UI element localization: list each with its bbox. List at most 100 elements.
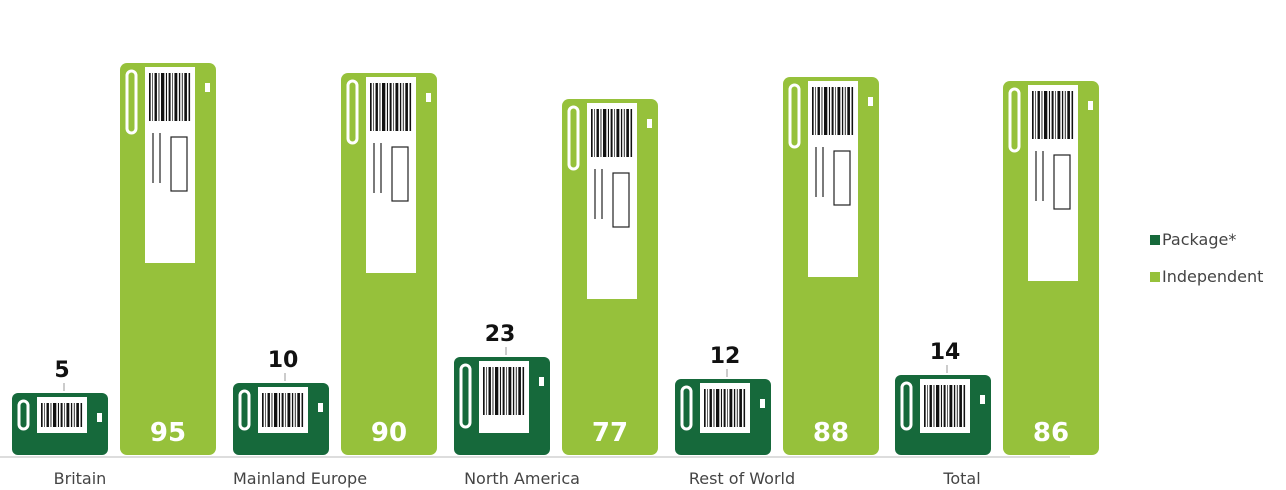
- bar-package-total-barcode-stripe: [929, 385, 932, 427]
- bar-independent-total-barcode-stripe: [1067, 91, 1070, 139]
- bar-independent-mainland-europe-barcode-stripe: [375, 83, 378, 131]
- bar-package-britain-barcode-stripe: [60, 403, 63, 427]
- bar-independent-britain-barcode-stripe: [174, 73, 178, 121]
- x-axis-labels: Britain Mainland Europe North America Re…: [54, 469, 981, 488]
- bar-package-britain-barcode-stripe: [57, 403, 60, 427]
- bar-independent-britain: [120, 63, 216, 455]
- bar-independent-total-barcode-stripe: [1035, 91, 1036, 139]
- bar-package-rest-of-world-barcode-stripe: [733, 389, 736, 427]
- x-label-total: Total: [942, 469, 980, 488]
- bar-independent-total-barcode-stripe: [1061, 91, 1064, 139]
- bar-package-rest-of-world-notch: [760, 399, 765, 408]
- bar-independent-britain-barcode-stripe: [154, 73, 157, 121]
- bar-independent-mainland-europe-fill: [366, 275, 416, 455]
- bar-independent-rest-of-world-barcode-stripe: [844, 87, 846, 135]
- bar-package-mainland-europe: [233, 383, 329, 455]
- bar-package-rest-of-world-barcode-stripe: [707, 389, 708, 427]
- bar-independent-britain-barcode-stripe: [161, 73, 165, 121]
- bar-independent-mainland-europe-barcode-stripe: [393, 83, 394, 131]
- bar-package-mainland-europe-barcode-stripe: [287, 393, 291, 427]
- bar-independent-britain-barcode-stripe: [149, 73, 151, 121]
- bar-independent-north-america-barcode-stripe: [614, 109, 615, 157]
- bar-package-britain-barcode-stripe: [50, 403, 52, 427]
- bar-package-mainland-europe-barcode-stripe: [281, 393, 284, 427]
- bar-package-rest-of-world-barcode-stripe: [743, 389, 746, 427]
- bar-independent-britain-barcode-stripe: [172, 73, 173, 121]
- legend-swatch-independent: [1150, 272, 1160, 282]
- bar-package-north-america-notch: [539, 377, 544, 386]
- bar-package-britain-barcode-stripe: [64, 403, 65, 427]
- value-label-package-rest-of-world: 12: [710, 344, 741, 369]
- bar-independent-mainland-europe-notch: [426, 93, 431, 102]
- bar-package-rest-of-world-barcode-stripe: [716, 389, 720, 427]
- bar-package-total-barcode-stripe: [949, 385, 953, 427]
- bar-independent-rest-of-world-slot: [788, 83, 801, 149]
- bar-package-total-barcode-stripe: [943, 385, 946, 427]
- bar-package-north-america-barcode-stripe: [522, 367, 525, 415]
- bar-package-rest-of-world-barcode-stripe: [723, 389, 726, 427]
- bar-independent-rest-of-world-address-box: [833, 150, 851, 206]
- bar-independent-rest-of-world-barcode-stripe: [831, 87, 834, 135]
- bar-package-mainland-europe-slot: [238, 389, 251, 431]
- bar-independent-north-america-barcode-stripe: [620, 109, 623, 157]
- bar-package-north-america-barcode-stripe: [512, 367, 515, 415]
- bar-independent-total-barcode-stripe: [1051, 91, 1054, 139]
- value-label-independent-mainland-europe: 90: [371, 418, 407, 448]
- bar-package-britain-barcode-stripe: [41, 403, 43, 427]
- x-label-mainland-europe: Mainland Europe: [233, 469, 367, 488]
- bar-package-total-barcode-stripe: [936, 385, 940, 427]
- bar-independent-rest-of-world-barcode-stripe: [815, 87, 816, 135]
- bar-package-britain-barcode-stripe: [46, 403, 49, 427]
- bar-package-north-america-barcode-stripe: [506, 367, 507, 415]
- bar-independent-mainland-europe-barcode-stripe: [382, 83, 386, 131]
- bar-independent-total-notch: [1088, 101, 1093, 110]
- bar-independent-mainland-europe-barcode-stripe: [370, 83, 372, 131]
- bar-package-mainland-europe-barcode-stripe: [262, 393, 264, 427]
- bar-independent-rest-of-world-fill: [808, 279, 858, 455]
- bar-independent-total-slot: [1008, 87, 1021, 153]
- bar-independent-north-america-barcode-stripe: [623, 109, 625, 157]
- bar-independent-mainland-europe-barcode-stripe: [373, 83, 374, 131]
- bar-package-north-america: [454, 357, 550, 455]
- bar-independent-mainland-europe-barcode-stripe: [405, 83, 408, 131]
- bar-package-rest-of-world-slot: [680, 385, 693, 431]
- bar-independent-total-barcode-stripe: [1032, 91, 1034, 139]
- bar-independent-britain-notch: [205, 83, 210, 92]
- bar-package-rest-of-world-barcode-stripe: [736, 389, 738, 427]
- bar-package-britain-barcode-stripe: [66, 403, 70, 427]
- bar-package-total-slot: [900, 381, 913, 431]
- bar-package-north-america-barcode-stripe: [495, 367, 499, 415]
- bar-independent-britain-barcode-stripe: [184, 73, 187, 121]
- bar-independent-rest-of-world-barcode-stripe: [837, 87, 841, 135]
- bar-independent-total-barcode-stripe: [1055, 91, 1056, 139]
- bar-independent-mainland-europe-barcode-stripe: [386, 83, 389, 131]
- bar-independent-rest-of-world-barcode-stripe: [835, 87, 836, 135]
- bar-independent-mainland-europe-address-box: [391, 146, 409, 202]
- legend-swatch-package: [1150, 235, 1160, 245]
- bar-independent-north-america-barcode-stripe: [591, 109, 593, 157]
- value-label-independent-rest-of-world: 88: [813, 418, 849, 448]
- bar-package-mainland-europe-notch: [318, 403, 323, 412]
- bar-package-total: [895, 375, 991, 455]
- bar-package-total-barcode-stripe: [933, 385, 935, 427]
- bar-independent-total-fill: [1028, 283, 1078, 455]
- bar-independent-rest-of-world-barcode-stripe: [841, 87, 844, 135]
- bar-independent-north-america-barcode-stripe: [630, 109, 633, 157]
- bar-package-rest-of-world-barcode-stripe: [739, 389, 742, 427]
- bar-package-north-america-barcode-stripe: [499, 367, 502, 415]
- bar-independent-britain-address-box: [170, 136, 188, 192]
- value-label-independent-north-america: 77: [592, 418, 628, 448]
- bar-package-rest-of-world: [675, 379, 771, 455]
- bar-package-rest-of-world-barcode-stripe: [713, 389, 715, 427]
- x-label-britain: Britain: [54, 469, 107, 488]
- bar-package-britain-barcode-stripe: [53, 403, 57, 427]
- bar-package-total-barcode-stripe: [947, 385, 948, 427]
- bar-package-britain-barcode-stripe: [76, 403, 79, 427]
- bar-independent-britain-barcode-stripe: [152, 73, 153, 121]
- bar-package-total-barcode-stripe: [927, 385, 928, 427]
- bar-independent-north-america-barcode-stripe: [616, 109, 620, 157]
- value-label-independent-total: 86: [1033, 418, 1069, 448]
- legend-label-package: Package*: [1162, 230, 1236, 249]
- bar-independent-mainland-europe-barcode-stripe: [389, 83, 392, 131]
